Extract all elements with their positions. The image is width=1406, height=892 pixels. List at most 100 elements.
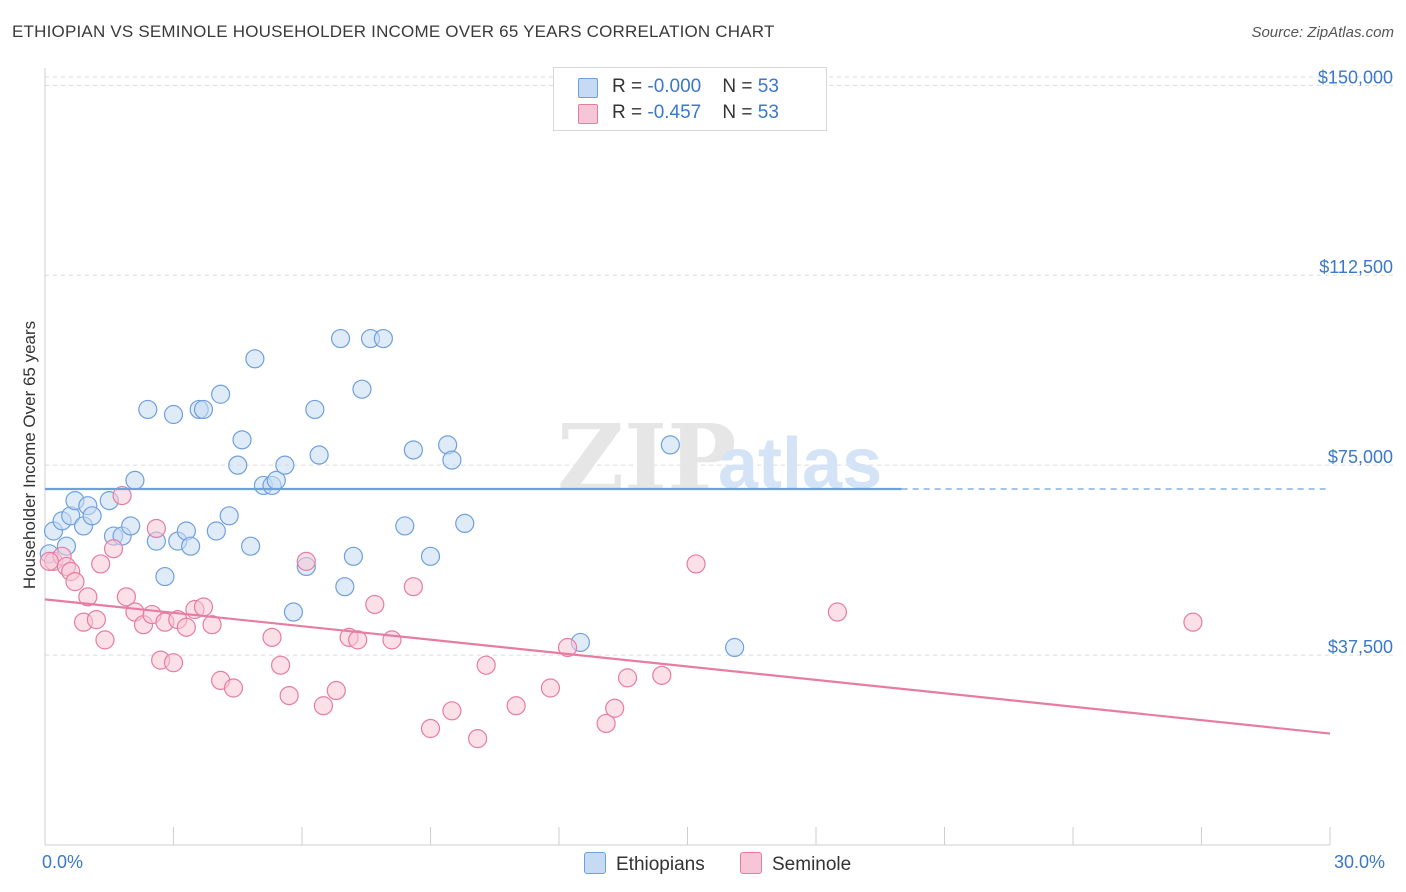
data-point-ethiopians <box>82 506 102 526</box>
trend-lines <box>44 487 1331 735</box>
data-point-ethiopians <box>343 546 363 566</box>
watermark-zip: ZIP <box>557 404 736 512</box>
data-point-ethiopians <box>330 328 351 349</box>
data-point-seminole <box>202 615 222 635</box>
data-point-seminole <box>540 678 561 698</box>
data-point-seminole <box>262 627 282 647</box>
data-point-ethiopians <box>420 546 441 566</box>
data-point-ethiopians <box>219 506 239 526</box>
data-point-seminole <box>468 729 488 749</box>
data-point-ethiopians <box>206 521 226 541</box>
data-point-ethiopians <box>241 536 261 556</box>
gridlines <box>45 76 1395 656</box>
data-point-seminole <box>176 617 196 637</box>
data-point-ethiopians <box>455 513 475 534</box>
data-point-seminole <box>326 680 346 701</box>
data-point-seminole <box>506 696 526 716</box>
data-point-ethiopians <box>245 349 265 369</box>
data-point-seminole <box>163 653 184 673</box>
data-point-seminole <box>442 701 462 721</box>
legend-swatch-ethiopians <box>578 78 598 98</box>
data-point-seminole <box>91 554 111 574</box>
data-point-seminole <box>476 655 496 675</box>
data-point-seminole <box>116 587 136 607</box>
data-point-seminole <box>103 539 124 559</box>
bottom-legend-label: Seminole <box>772 854 852 875</box>
data-point-seminole <box>365 594 385 615</box>
data-point-seminole <box>78 587 98 607</box>
data-point-ethiopians <box>305 399 325 420</box>
data-point-ethiopians <box>283 602 304 622</box>
data-point-seminole <box>95 630 115 650</box>
data-point-ethiopians <box>181 536 201 556</box>
y-axis-label: Householder Income Over 65 years <box>20 320 39 590</box>
data-point-ethiopians <box>275 455 295 475</box>
data-point-ethiopians <box>125 470 145 490</box>
bottom-legend-swatch-ethiopians <box>584 852 606 874</box>
data-point-ethiopians <box>660 435 680 455</box>
legend-r-label: R = <box>612 102 648 123</box>
data-point-ethiopians <box>725 637 745 658</box>
data-point-seminole <box>223 678 244 698</box>
data-point-ethiopians <box>138 399 158 420</box>
bottom-legend-swatch-seminole <box>740 852 762 874</box>
data-point-seminole <box>146 518 166 539</box>
x-tick-label-max: 30.0% <box>1334 852 1386 872</box>
data-point-ethiopians <box>395 516 415 536</box>
legend-n-value: 53 <box>757 102 779 123</box>
data-point-seminole <box>39 551 59 571</box>
y-tick-label: $112,500 <box>1319 257 1393 277</box>
stats-legend: R = -0.000 N = 53 R = -0.457 N = 53 <box>553 67 827 131</box>
data-point-ethiopians <box>193 399 214 420</box>
data-point-seminole <box>270 655 291 675</box>
data-point-seminole <box>296 551 316 571</box>
data-point-ethiopians <box>155 566 175 587</box>
data-point-seminole <box>193 597 214 617</box>
bottom-legend-ethiopians: Ethiopians <box>584 852 705 876</box>
data-point-ethiopians <box>121 516 141 536</box>
data-point-seminole <box>420 718 441 739</box>
watermark: ZIP atlas <box>557 404 882 512</box>
legend-r-value: -0.000 <box>647 76 702 97</box>
data-point-seminole <box>86 610 107 630</box>
data-point-seminole <box>313 696 334 716</box>
data-point-ethiopians <box>403 440 423 460</box>
data-point-seminole <box>403 577 423 597</box>
data-point-ethiopians <box>163 404 184 425</box>
data-point-ethiopians <box>442 450 462 470</box>
source-label: Source: ZipAtlas.com <box>1251 24 1394 41</box>
data-point-ethiopians <box>373 328 393 349</box>
data-point-seminole <box>348 630 368 650</box>
data-point-ethiopians <box>211 384 231 404</box>
trend-line-seminole <box>44 598 1331 735</box>
data-point-ethiopians <box>232 430 252 450</box>
data-point-ethiopians <box>352 379 372 399</box>
data-point-seminole <box>112 485 132 506</box>
x-tick-label-min: 0.0% <box>42 852 84 872</box>
data-point-seminole <box>65 572 85 592</box>
y-tick-labels: $37,500 $75,000 $112,500 $150,000 <box>1318 67 1393 657</box>
legend-n-label: N = <box>722 76 758 97</box>
data-point-seminole <box>1183 612 1203 632</box>
data-point-seminole <box>686 554 706 574</box>
data-point-seminole <box>617 668 638 688</box>
legend-n-label: N = <box>722 102 758 123</box>
y-tick-label: $150,000 <box>1318 67 1393 87</box>
data-point-ethiopians <box>228 455 248 475</box>
data-point-seminole <box>382 630 402 650</box>
axes <box>44 68 1331 846</box>
data-point-seminole <box>652 665 672 685</box>
data-point-seminole <box>827 602 848 622</box>
bottom-legend-seminole: Seminole <box>740 852 851 876</box>
bottom-legend-label: Ethiopians <box>616 854 705 875</box>
data-point-seminole <box>279 685 299 706</box>
chart-title: ETHIOPIAN VS SEMINOLE HOUSEHOLDER INCOME… <box>12 22 775 41</box>
y-tick-label: $75,000 <box>1328 447 1393 467</box>
legend-r-label: R = <box>612 76 648 97</box>
data-point-seminole <box>605 698 625 718</box>
legend-n-value: 53 <box>757 76 779 97</box>
data-point-ethiopians <box>335 577 355 597</box>
legend-r-value: -0.457 <box>647 102 702 123</box>
watermark-atlas: atlas <box>718 424 882 504</box>
